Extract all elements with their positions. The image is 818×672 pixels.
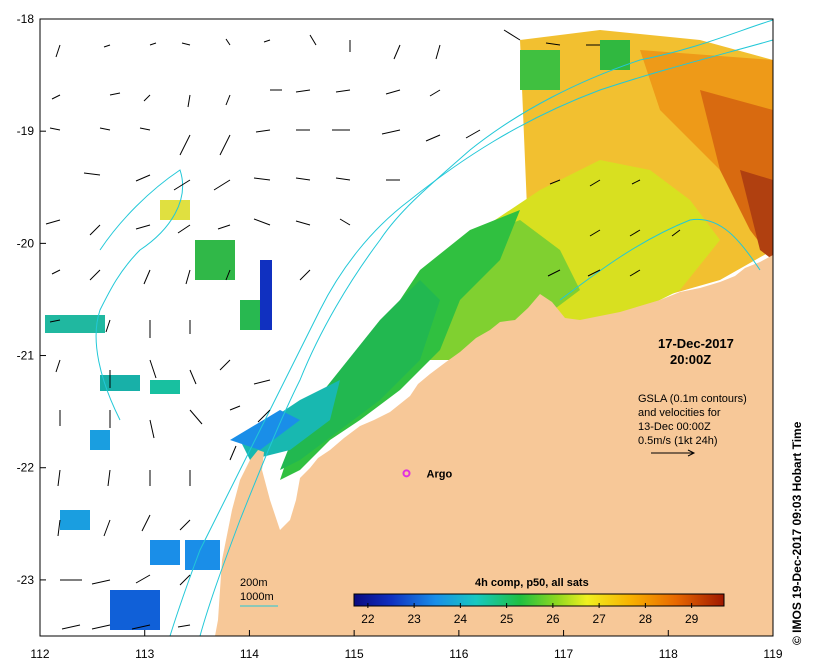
- colorbar-gradient: [353, 593, 725, 607]
- colorbar-ticks: 22 23 24 25 26 27 28 29: [361, 603, 699, 626]
- colorbar-tick-label: 23: [407, 612, 421, 626]
- gsla-line-2: and velocities for: [638, 407, 721, 419]
- lat-tick-label: -19: [17, 124, 35, 138]
- colorbar-tick-label: 27: [592, 612, 606, 626]
- lon-tick-label: 119: [763, 647, 782, 661]
- annotation-date: 17-Dec-2017: [658, 336, 734, 351]
- scale-arrow: [651, 449, 696, 457]
- gsla-line-4: 0.5m/s (1kt 24h): [638, 435, 717, 447]
- land-mass: [215, 255, 773, 636]
- velocity-arrows: [45, 29, 681, 630]
- lon-tick-label: 115: [345, 647, 364, 661]
- lat-axis: -18 -19 -20 -21 -22 -23: [17, 12, 46, 587]
- colorbar-tick-label: 26: [546, 612, 560, 626]
- lon-tick-label: 117: [554, 647, 573, 661]
- colorbar-tick-label: 24: [454, 612, 468, 626]
- lat-tick-label: -20: [17, 236, 35, 250]
- lon-tick-label: 114: [240, 647, 259, 661]
- colorbar-tick-label: 28: [639, 612, 653, 626]
- gsla-line-1: GSLA (0.1m contours): [638, 393, 747, 405]
- lon-tick-label: 112: [30, 647, 49, 661]
- lon-axis: 112 113 114 115 116 117 118 119: [30, 630, 783, 661]
- lon-tick-label: 118: [659, 647, 678, 661]
- sst-field: [45, 30, 773, 630]
- argo-marker: [402, 469, 411, 478]
- lon-tick-label: 113: [135, 647, 154, 661]
- credit-text: © IMOS 19-Dec-2017 09:03 Hobart Time: [790, 421, 804, 645]
- lon-tick-label: 116: [449, 647, 468, 661]
- lat-tick-label: -18: [17, 12, 35, 26]
- lat-tick-label: -22: [17, 461, 35, 475]
- colorbar-tick-label: 25: [500, 612, 514, 626]
- map-frame: [39, 18, 774, 637]
- lat-tick-label: -23: [17, 573, 35, 587]
- gsla-line-3: 13-Dec 00:00Z: [638, 421, 711, 433]
- colorbar-title: 4h comp, p50, all sats: [475, 577, 589, 589]
- isobath-contours: [95, 19, 773, 636]
- legend-1000m: 1000m: [240, 591, 274, 603]
- lat-tick-label: -21: [17, 349, 35, 363]
- annotation-time: 20:00Z: [670, 352, 711, 367]
- legend-200m: 200m: [240, 577, 268, 589]
- argo-label: Argo: [427, 468, 453, 480]
- colorbar-tick-label: 29: [685, 612, 699, 626]
- colorbar-tick-label: 22: [361, 612, 375, 626]
